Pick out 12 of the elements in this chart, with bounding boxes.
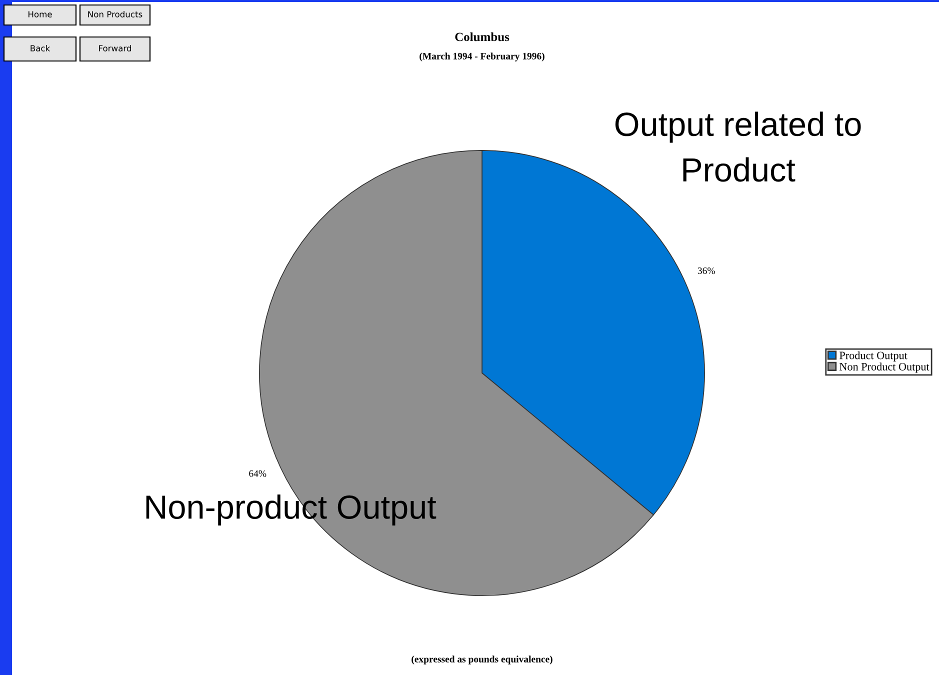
legend-label: Non Product Output (840, 362, 930, 373)
text: Home (28, 11, 52, 18)
data-label: 36% (698, 267, 715, 274)
text: (expressed as pounds equivalence) (412, 656, 552, 664)
text: Back (30, 44, 50, 52)
legend-label: Product Output (840, 351, 908, 362)
chart-title: Columbus (455, 32, 510, 42)
data-label: 64% (249, 470, 266, 477)
text: Forward (99, 44, 131, 52)
chart-subtitle: (March 1994 - February 1996) (420, 52, 544, 62)
text: Output related to Product (615, 112, 861, 182)
text: Non Products (88, 10, 142, 18)
